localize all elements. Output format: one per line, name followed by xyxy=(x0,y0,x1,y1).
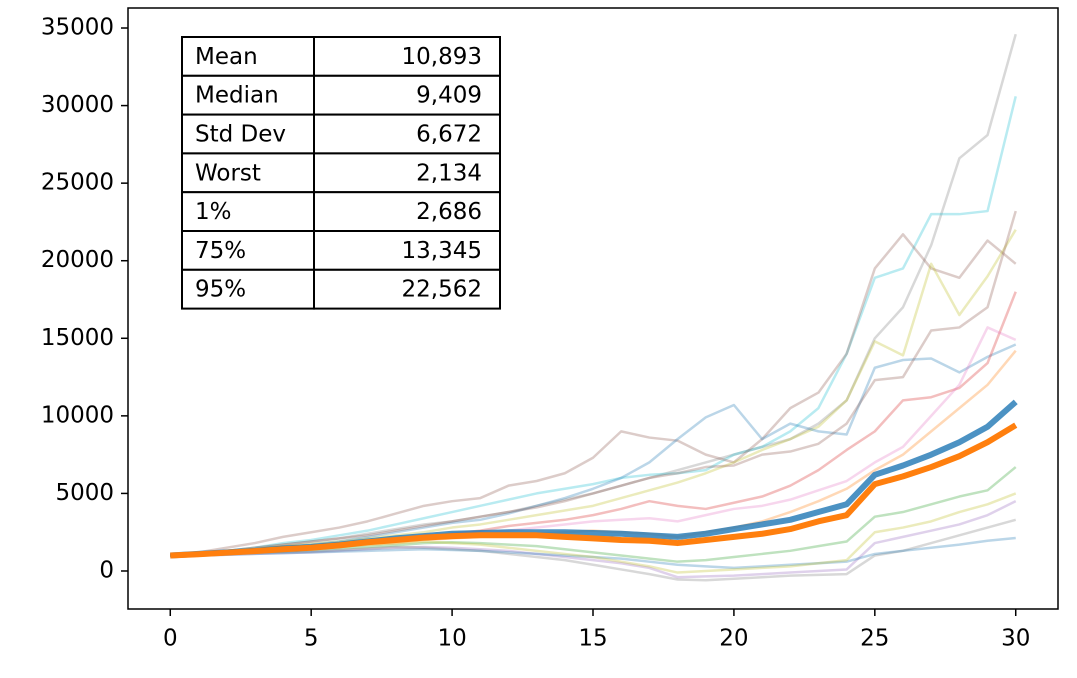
x-tick-label: 20 xyxy=(719,626,748,652)
y-tick-label: 10000 xyxy=(41,402,114,428)
table-label: Median xyxy=(195,83,279,109)
y-tick-label: 25000 xyxy=(41,170,114,196)
x-tick-label: 15 xyxy=(578,626,607,652)
table-value: 6,672 xyxy=(416,122,482,148)
table-value: 13,345 xyxy=(402,238,482,264)
table-cell xyxy=(181,152,315,194)
table-value: 10,893 xyxy=(402,44,482,70)
series-line xyxy=(170,500,1017,579)
x-tick-label: 30 xyxy=(1001,626,1030,652)
table-value: 2,686 xyxy=(416,199,482,225)
x-tick-label: 5 xyxy=(304,626,319,652)
table-cell xyxy=(181,113,315,155)
series-group xyxy=(170,33,1018,582)
table-label: 75% xyxy=(195,238,246,264)
x-tick-label: 10 xyxy=(437,626,466,652)
y-tick-label: 0 xyxy=(99,557,114,583)
table-label: Worst xyxy=(195,160,261,186)
table-cell xyxy=(313,113,501,155)
y-tick-label: 15000 xyxy=(41,325,114,351)
table-label: Std Dev xyxy=(195,122,286,148)
table-cell xyxy=(313,191,501,232)
series-line xyxy=(170,210,1017,557)
y-tick-label: 35000 xyxy=(41,15,114,41)
series-line xyxy=(170,536,1016,570)
series-line xyxy=(170,95,1017,557)
series-line xyxy=(170,229,1017,557)
table-value: 9,409 xyxy=(416,83,482,109)
x-tick-label: 0 xyxy=(163,626,178,652)
table-label: 1% xyxy=(195,199,232,225)
table-label: 95% xyxy=(195,277,246,303)
series-line xyxy=(170,518,1017,582)
table-cell xyxy=(313,268,501,310)
y-tick-label: 30000 xyxy=(41,92,114,118)
table-value: 2,134 xyxy=(416,160,482,186)
table-value: 22,562 xyxy=(402,277,482,303)
series-line xyxy=(170,343,1017,557)
series-line xyxy=(170,233,1017,557)
table-cell xyxy=(181,268,315,310)
x-tick-label: 25 xyxy=(860,626,889,652)
y-tick-label: 5000 xyxy=(55,480,114,506)
table-cell xyxy=(313,74,501,116)
series-line xyxy=(170,33,1017,557)
series-line xyxy=(170,291,1017,557)
table-label: Mean xyxy=(195,44,258,70)
series-line xyxy=(170,349,1017,557)
table-cell xyxy=(313,152,501,194)
y-tick-label: 20000 xyxy=(41,247,114,273)
series-line xyxy=(170,422,1018,559)
stats-table: Mean 10,893 Median 9,409 Std Dev 6,672 Worst 2,… xyxy=(181,36,501,310)
series-line xyxy=(170,326,1017,557)
